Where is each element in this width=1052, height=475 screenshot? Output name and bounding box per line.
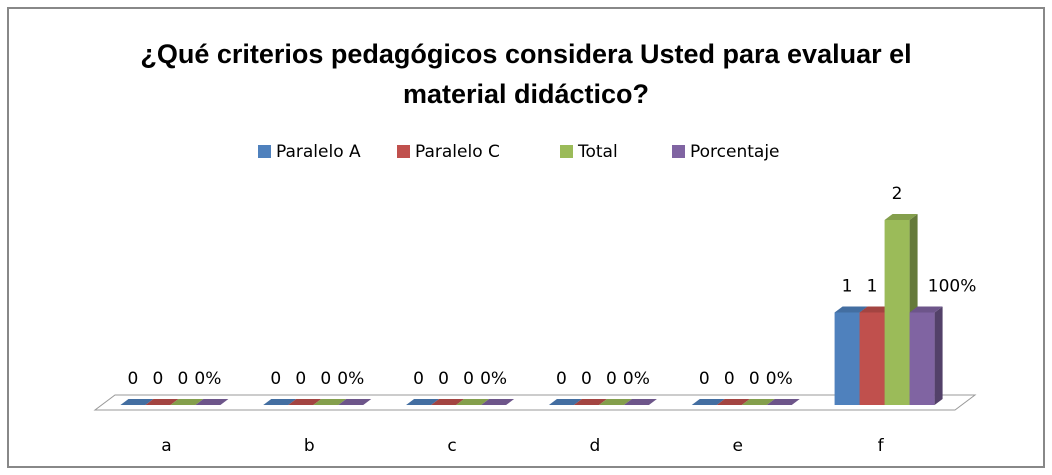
bar-top bbox=[691, 399, 725, 405]
bar-side bbox=[934, 306, 943, 405]
data-label: 0 bbox=[463, 369, 474, 389]
data-label: 0 bbox=[724, 369, 735, 389]
x-tick-label: f bbox=[878, 436, 885, 456]
bar-top bbox=[145, 399, 179, 405]
bar-top bbox=[573, 399, 607, 405]
x-tick-label: d bbox=[590, 436, 601, 456]
bar-top bbox=[834, 306, 868, 313]
data-label: 0% bbox=[480, 369, 507, 389]
bar-top bbox=[716, 399, 750, 405]
chart-title: ¿Qué criterios pedagógicos considera Ust… bbox=[140, 39, 912, 109]
legend-label: Total bbox=[577, 142, 618, 162]
data-label: 0% bbox=[337, 369, 364, 389]
bar-top bbox=[884, 214, 918, 220]
legend-swatch bbox=[560, 145, 573, 158]
bar-top bbox=[909, 306, 943, 313]
legend-label: Paralelo A bbox=[276, 142, 361, 162]
bar-top bbox=[456, 399, 490, 405]
legend-swatch bbox=[672, 145, 685, 158]
data-label: 0 bbox=[581, 369, 592, 389]
x-tick-label: e bbox=[733, 436, 743, 456]
data-label: 0 bbox=[320, 369, 331, 389]
bar bbox=[884, 220, 910, 405]
bar-top bbox=[338, 399, 372, 405]
x-tick-label: c bbox=[447, 436, 456, 456]
data-label: 0 bbox=[153, 369, 164, 389]
data-label: 0 bbox=[295, 369, 306, 389]
floor bbox=[93, 394, 977, 411]
bar bbox=[909, 312, 935, 405]
bar-top bbox=[406, 399, 440, 405]
bar-top bbox=[195, 399, 229, 405]
legend-label: Paralelo C bbox=[415, 142, 500, 162]
bar-top bbox=[288, 399, 322, 405]
data-label: 0% bbox=[766, 369, 793, 389]
data-label: 0 bbox=[606, 369, 617, 389]
data-label: 1 bbox=[842, 277, 853, 297]
bar-top bbox=[431, 399, 465, 405]
data-label: 0 bbox=[556, 369, 567, 389]
legend-swatch bbox=[397, 145, 410, 158]
data-label: 0 bbox=[699, 369, 710, 389]
data-label: 0 bbox=[128, 369, 139, 389]
data-label: 0% bbox=[194, 369, 221, 389]
bar-top bbox=[313, 399, 347, 405]
data-label: 0 bbox=[413, 369, 424, 389]
data-label: 0 bbox=[749, 369, 760, 389]
bar-top bbox=[263, 399, 297, 405]
bar-top bbox=[170, 399, 204, 405]
x-tick-label: a bbox=[161, 436, 171, 456]
bar-top bbox=[481, 399, 515, 405]
data-label: 0 bbox=[178, 369, 189, 389]
bar-top bbox=[859, 306, 893, 313]
data-label: 2 bbox=[892, 184, 903, 204]
x-tick-label: b bbox=[304, 436, 315, 456]
legend-swatch bbox=[258, 145, 271, 158]
data-label: 0 bbox=[438, 369, 449, 389]
bar-top bbox=[598, 399, 632, 405]
bar-top bbox=[766, 399, 800, 405]
data-label: 0% bbox=[623, 369, 650, 389]
bar-top bbox=[548, 399, 582, 405]
legend-label: Porcentaje bbox=[690, 142, 780, 162]
bar bbox=[859, 312, 885, 405]
bar-top bbox=[741, 399, 775, 405]
bar-top bbox=[120, 399, 154, 405]
bar-top bbox=[623, 399, 657, 405]
data-label: 0 bbox=[270, 369, 281, 389]
data-label: 100% bbox=[928, 277, 977, 297]
bar bbox=[834, 312, 860, 405]
data-label: 1 bbox=[867, 277, 878, 297]
